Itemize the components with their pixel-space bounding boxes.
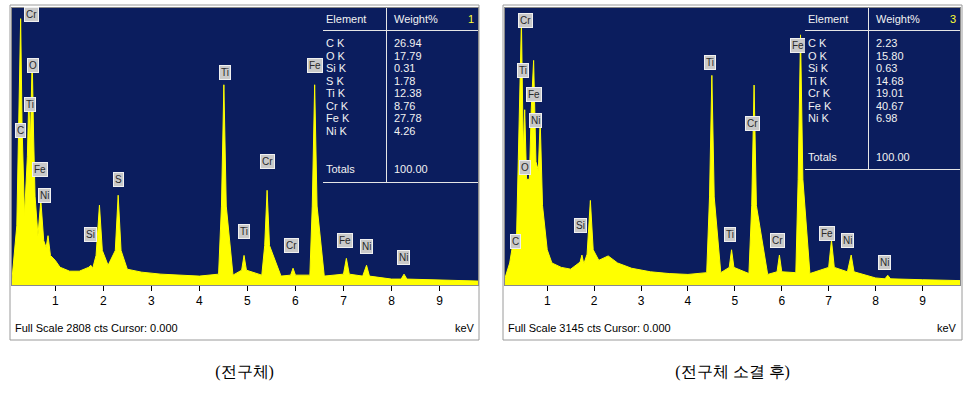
html-text:1: 1 bbox=[467, 13, 474, 25]
html-text:Cr K: Cr K bbox=[326, 99, 348, 112]
html-text:15.80: 15.80 bbox=[876, 49, 904, 62]
svg-text:2: 2 bbox=[591, 294, 598, 308]
svg-text:4: 4 bbox=[196, 294, 203, 308]
svg-text:5: 5 bbox=[732, 294, 739, 308]
svg-text:9: 9 bbox=[436, 294, 443, 308]
html-text:Ni K: Ni K bbox=[326, 124, 347, 137]
html-text:6.98: 6.98 bbox=[876, 112, 898, 124]
html-text:O K: O K bbox=[808, 49, 827, 62]
svg-text:C: C bbox=[17, 125, 24, 136]
html-text:3: 3 bbox=[949, 13, 956, 25]
html-text:2.23: 2.23 bbox=[876, 37, 898, 49]
svg-text:3: 3 bbox=[148, 294, 155, 308]
html-text:0.63: 0.63 bbox=[876, 62, 898, 74]
html-text:8.76: 8.76 bbox=[394, 99, 416, 112]
html-text:Si K: Si K bbox=[808, 62, 829, 74]
svg-text:4: 4 bbox=[685, 294, 692, 308]
html-text:17.79: 17.79 bbox=[394, 49, 422, 62]
html-text:Ti K: Ti K bbox=[326, 87, 346, 99]
svg-text:S: S bbox=[115, 174, 122, 185]
svg-text:Si: Si bbox=[86, 229, 95, 240]
svg-text:Full Scale 2808 cts Cursor: 0.: Full Scale 2808 cts Cursor: 0.000 bbox=[15, 322, 178, 334]
svg-text:6: 6 bbox=[778, 294, 785, 308]
svg-text:Fe: Fe bbox=[309, 60, 321, 71]
html-text:Totals: Totals bbox=[326, 163, 355, 175]
svg-text:keV: keV bbox=[937, 322, 957, 334]
svg-text:Fe: Fe bbox=[821, 228, 833, 239]
html-text:27.78: 27.78 bbox=[394, 112, 422, 124]
html-text:100.00: 100.00 bbox=[394, 163, 428, 175]
svg-text:Ti: Ti bbox=[706, 57, 714, 68]
svg-text:9: 9 bbox=[919, 294, 926, 308]
html-text:Totals: Totals bbox=[808, 150, 837, 163]
svg-text:7: 7 bbox=[340, 294, 347, 308]
svg-text:Ni: Ni bbox=[880, 257, 889, 268]
svg-text:Fe: Fe bbox=[339, 235, 351, 246]
svg-text:O: O bbox=[29, 60, 37, 71]
svg-text:Cr: Cr bbox=[262, 156, 273, 167]
svg-text:Cr: Cr bbox=[772, 235, 783, 246]
html-text:S K: S K bbox=[326, 74, 344, 87]
html-text:Weight%: Weight% bbox=[394, 13, 438, 25]
svg-text:Cr: Cr bbox=[26, 9, 37, 20]
html-text:40.67: 40.67 bbox=[876, 99, 904, 112]
html-text:100.00: 100.00 bbox=[876, 150, 910, 163]
svg-text:1: 1 bbox=[52, 294, 59, 308]
svg-text:Cr: Cr bbox=[747, 118, 758, 129]
svg-text:Ti: Ti bbox=[519, 65, 527, 76]
html-text:26.94: 26.94 bbox=[394, 37, 422, 49]
svg-text:Ni: Ni bbox=[362, 241, 371, 252]
svg-text:Ti: Ti bbox=[221, 67, 229, 78]
svg-text:Ti: Ti bbox=[726, 229, 734, 240]
svg-text:O: O bbox=[521, 162, 529, 173]
svg-text:Si: Si bbox=[576, 220, 585, 231]
svg-text:2: 2 bbox=[100, 294, 107, 308]
svg-text:3: 3 bbox=[638, 294, 645, 308]
html-text:Element: Element bbox=[808, 13, 849, 25]
svg-text:Fe: Fe bbox=[792, 40, 804, 51]
svg-text:5: 5 bbox=[244, 294, 251, 308]
svg-text:Ti: Ti bbox=[240, 226, 248, 237]
html-text:C K: C K bbox=[326, 37, 345, 49]
html-text:O K: O K bbox=[326, 49, 345, 62]
svg-text:8: 8 bbox=[388, 294, 395, 308]
svg-text:7: 7 bbox=[825, 294, 832, 308]
svg-text:Cr: Cr bbox=[286, 240, 297, 251]
html-text:1.78: 1.78 bbox=[394, 74, 416, 87]
svg-text:Full Scale 3145 cts Cursor: 0.: Full Scale 3145 cts Cursor: 0.000 bbox=[508, 322, 671, 334]
html-text:(전구체): (전구체) bbox=[215, 363, 274, 380]
svg-text:Ti: Ti bbox=[26, 99, 34, 110]
html-text:Fe K: Fe K bbox=[808, 99, 832, 112]
svg-text:Ni: Ni bbox=[399, 252, 408, 263]
html-text:14.68: 14.68 bbox=[876, 74, 904, 87]
html-text:Ti K: Ti K bbox=[808, 74, 828, 87]
html-text:Element: Element bbox=[326, 13, 367, 25]
html-text:12.38: 12.38 bbox=[394, 87, 422, 99]
html-text:Si K: Si K bbox=[326, 62, 347, 74]
html-text:0.31: 0.31 bbox=[394, 62, 416, 74]
svg-text:8: 8 bbox=[872, 294, 879, 308]
svg-text:6: 6 bbox=[292, 294, 299, 308]
html-text:Ni K: Ni K bbox=[808, 112, 829, 124]
html-text:C K: C K bbox=[808, 37, 827, 49]
svg-text:C: C bbox=[512, 236, 519, 247]
svg-text:keV: keV bbox=[455, 322, 475, 334]
svg-text:Ni: Ni bbox=[40, 190, 49, 201]
svg-text:Ni: Ni bbox=[531, 115, 540, 126]
svg-text:Ni: Ni bbox=[843, 235, 852, 246]
html-text:(전구체 소결 후): (전구체 소결 후) bbox=[675, 363, 790, 380]
html-text:Fe K: Fe K bbox=[326, 112, 350, 124]
svg-text:Fe: Fe bbox=[34, 164, 46, 175]
html-text:19.01: 19.01 bbox=[876, 87, 904, 99]
svg-text:Fe: Fe bbox=[528, 89, 540, 100]
html-text:Weight%: Weight% bbox=[876, 13, 920, 25]
html-text:Cr K: Cr K bbox=[808, 87, 830, 99]
svg-text:1: 1 bbox=[544, 294, 551, 308]
svg-text:Cr: Cr bbox=[520, 15, 531, 26]
html-text:4.26: 4.26 bbox=[394, 124, 416, 137]
